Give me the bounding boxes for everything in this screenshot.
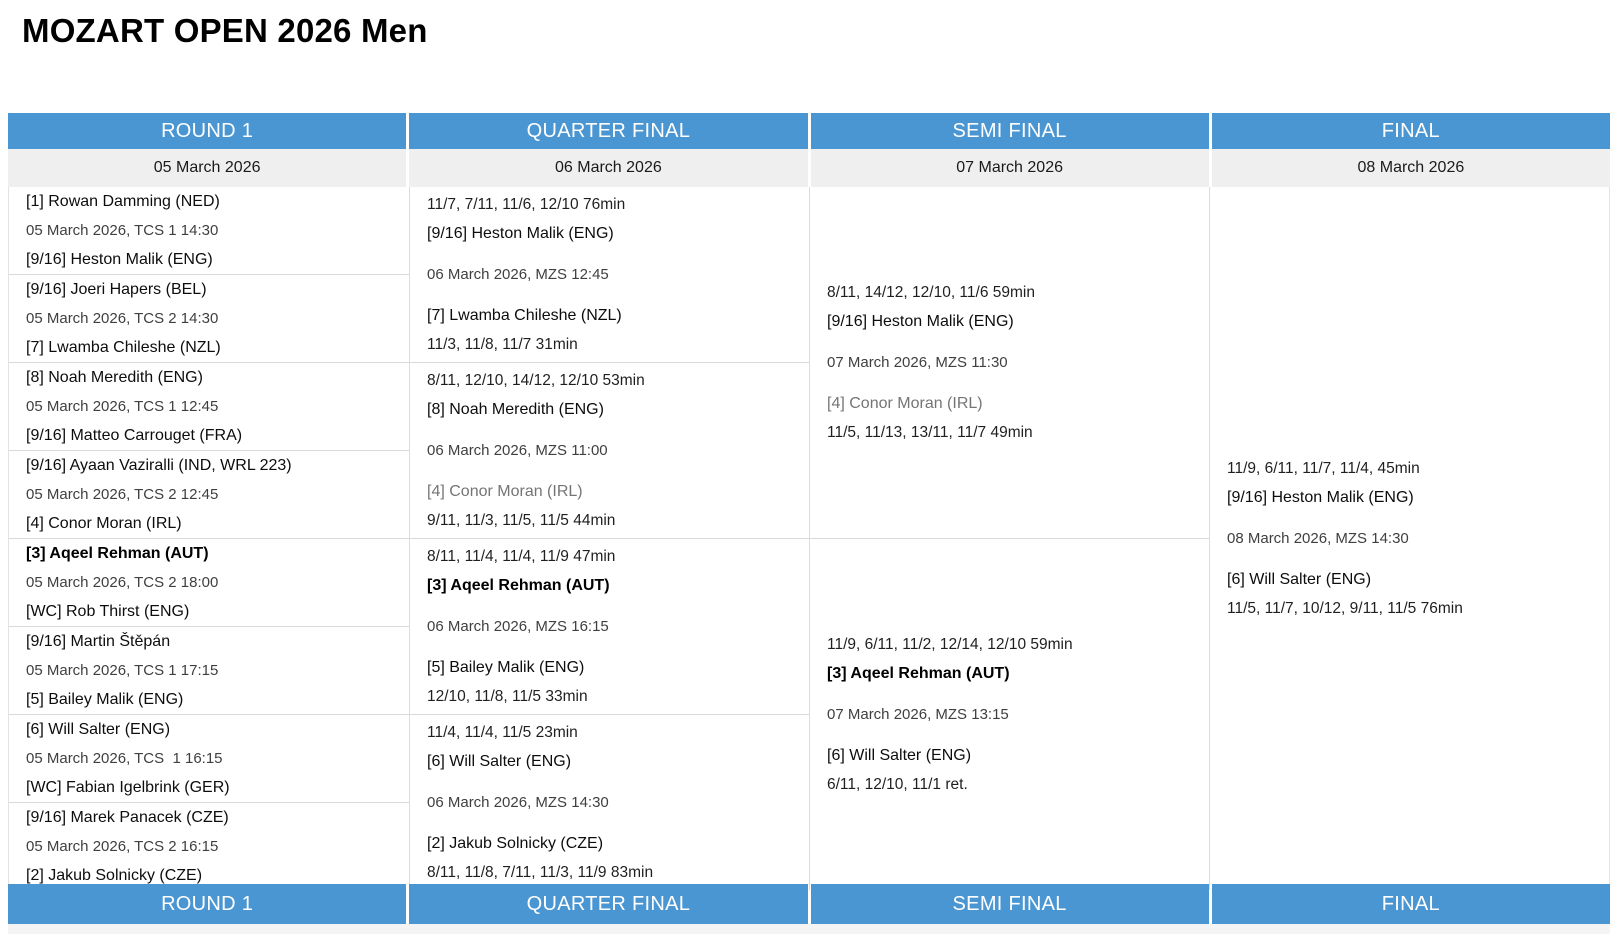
player-name: [6] Will Salter (ENG) — [427, 753, 572, 770]
match-schedule: 05 March 2026, TCS 2 18:00 — [26, 574, 219, 591]
round1-match-4: [9/16] Ayaan Vaziralli (IND, WRL 223) 05… — [9, 450, 409, 538]
match-schedule: 05 March 2026, TCS 2 16:15 — [26, 838, 219, 855]
match-schedule: 05 March 2026, TCS 2 12:45 — [26, 486, 219, 503]
player-name: [8] Noah Meredith (ENG) — [26, 369, 203, 386]
previous-round-score: 11/9, 6/11, 11/7, 11/4, 45min — [1227, 460, 1420, 477]
quarterfinal-match-3: 8/11, 11/4, 11/4, 11/9 47min [3] Aqeel R… — [410, 538, 809, 714]
footer-final: FINAL — [1211, 884, 1610, 924]
player-name: [9/16] Heston Malik (ENG) — [26, 251, 213, 268]
round1-match-8: [9/16] Marek Panacek (CZE) 05 March 2026… — [9, 802, 409, 890]
player-name: [3] Aqeel Rehman (AUT) — [427, 577, 610, 594]
match-schedule: 06 March 2026, MZS 16:15 — [427, 618, 609, 635]
page-title: MOZART OPEN 2026 Men — [22, 12, 428, 49]
header-final: FINAL — [1211, 113, 1610, 149]
round1-match-5: [3] Aqeel Rehman (AUT) 05 March 2026, TC… — [9, 538, 409, 626]
date-round-1: 05 March 2026 — [8, 149, 407, 187]
previous-round-score: 11/7, 7/11, 11/6, 12/10 76min — [427, 196, 626, 213]
player-name: [WC] Fabian Igelbrink (GER) — [26, 779, 230, 796]
column-final: 11/9, 6/11, 11/7, 11/4, 45min [9/16] Hes… — [1209, 187, 1609, 890]
round1-match-1: [1] Rowan Damming (NED) 05 March 2026, T… — [9, 187, 409, 274]
previous-round-score: 12/10, 11/8, 11/5 33min — [427, 688, 588, 705]
header-quarter-final: QUARTER FINAL — [409, 113, 808, 149]
player-name: [4] Conor Moran (IRL) — [827, 395, 983, 412]
player-name: [4] Conor Moran (IRL) — [427, 483, 583, 500]
round1-match-7: [6] Will Salter (ENG) 05 March 2026, TCS… — [9, 714, 409, 802]
tournament-draw-table: ROUND 1 QUARTER FINAL SEMI FINAL FINAL 0… — [8, 113, 1610, 934]
player-name: [9/16] Marek Panacek (CZE) — [26, 809, 229, 826]
column-semi-final: 8/11, 14/12, 12/10, 11/6 59min [9/16] He… — [809, 187, 1209, 890]
previous-round-score: 9/11, 11/3, 11/5, 11/5 44min — [427, 512, 616, 529]
footer-semi-final: SEMI FINAL — [810, 884, 1209, 924]
player-name: [3] Aqeel Rehman (AUT) — [26, 545, 209, 562]
semifinal-match-1: 8/11, 14/12, 12/10, 11/6 59min [9/16] He… — [810, 187, 1209, 538]
previous-round-score: 8/11, 12/10, 14/12, 12/10 53min — [427, 372, 645, 389]
date-semi-final: 07 March 2026 — [810, 149, 1209, 187]
player-name: [9/16] Joeri Hapers (BEL) — [26, 281, 207, 298]
player-name: [2] Jakub Solnicky (CZE) — [26, 867, 203, 884]
player-name: [5] Bailey Malik (ENG) — [427, 659, 585, 676]
previous-round-score: 11/3, 11/8, 11/7 31min — [427, 336, 578, 353]
column-quarter-final: 11/7, 7/11, 11/6, 12/10 76min [9/16] Hes… — [409, 187, 809, 890]
player-name: [4] Conor Moran (IRL) — [26, 515, 182, 532]
player-name: [6] Will Salter (ENG) — [26, 721, 171, 738]
header-semi-final: SEMI FINAL — [810, 113, 1209, 149]
semifinal-match-2: 11/9, 6/11, 11/2, 12/14, 12/10 59min [3]… — [810, 538, 1209, 890]
round1-match-3: [8] Noah Meredith (ENG) 05 March 2026, T… — [9, 362, 409, 450]
draw-body: [1] Rowan Damming (NED) 05 March 2026, T… — [8, 187, 1610, 890]
player-name: [9/16] Heston Malik (ENG) — [427, 225, 614, 242]
player-name: [9/16] Matteo Carrouget (FRA) — [26, 427, 243, 444]
match-schedule: 07 March 2026, MZS 13:15 — [827, 706, 1009, 723]
round-header-row-bottom: ROUND 1 QUARTER FINAL SEMI FINAL FINAL — [8, 884, 1610, 924]
match-schedule: 07 March 2026, MZS 11:30 — [827, 354, 1008, 371]
player-name: [9/16] Martin Štěpán — [26, 633, 171, 650]
previous-round-score: 8/11, 11/8, 7/11, 11/3, 11/9 83min — [427, 864, 654, 881]
previous-round-score: 11/9, 6/11, 11/2, 12/14, 12/10 59min — [827, 636, 1073, 653]
player-name: [2] Jakub Solnicky (CZE) — [427, 835, 604, 852]
round1-match-2: [9/16] Joeri Hapers (BEL) 05 March 2026,… — [9, 274, 409, 362]
quarterfinal-match-4: 11/4, 11/4, 11/5 23min [6] Will Salter (… — [410, 714, 809, 890]
round-date-row: 05 March 2026 06 March 2026 07 March 202… — [8, 149, 1610, 187]
previous-round-score: 8/11, 11/4, 11/4, 11/9 47min — [427, 548, 616, 565]
player-name: [1] Rowan Damming (NED) — [26, 193, 220, 210]
date-final: 08 March 2026 — [1211, 149, 1610, 187]
page-bottom-strip — [8, 924, 1610, 934]
match-schedule: 06 March 2026, MZS 12:45 — [427, 266, 609, 283]
match-schedule: 05 March 2026, TCS 2 14:30 — [26, 310, 219, 327]
match-schedule: 06 March 2026, MZS 14:30 — [427, 794, 609, 811]
previous-round-score: 11/5, 11/13, 13/11, 11/7 49min — [827, 424, 1033, 441]
match-schedule: 05 March 2026, TCS 1 14:30 — [26, 222, 219, 239]
match-schedule: 05 March 2026, TCS 1 17:15 — [26, 662, 219, 679]
player-name: [3] Aqeel Rehman (AUT) — [827, 665, 1010, 682]
round1-match-6: [9/16] Martin Štěpán 05 March 2026, TCS … — [9, 626, 409, 714]
player-name: [7] Lwamba Chileshe (NZL) — [427, 307, 622, 324]
player-name: [6] Will Salter (ENG) — [827, 747, 972, 764]
player-name: [7] Lwamba Chileshe (NZL) — [26, 339, 221, 356]
previous-round-score: 8/11, 14/12, 12/10, 11/6 59min — [827, 284, 1035, 301]
round-header-row-top: ROUND 1 QUARTER FINAL SEMI FINAL FINAL — [8, 113, 1610, 149]
player-name: [9/16] Heston Malik (ENG) — [827, 313, 1014, 330]
player-name: [9/16] Heston Malik (ENG) — [1227, 489, 1414, 506]
previous-round-score: 11/4, 11/4, 11/5 23min — [427, 724, 578, 741]
footer-round-1: ROUND 1 — [8, 884, 407, 924]
quarterfinal-match-1: 11/7, 7/11, 11/6, 12/10 76min [9/16] Hes… — [410, 187, 809, 362]
previous-round-score: 6/11, 12/10, 11/1 ret. — [827, 776, 968, 793]
player-name: [6] Will Salter (ENG) — [1227, 571, 1372, 588]
previous-round-score: 11/5, 11/7, 10/12, 9/11, 11/5 76min — [1227, 600, 1463, 617]
match-schedule: 05 March 2026, TCS 1 12:45 — [26, 398, 219, 415]
final-match: 11/9, 6/11, 11/7, 11/4, 45min [9/16] Hes… — [1210, 187, 1609, 890]
match-schedule: 08 March 2026, MZS 14:30 — [1227, 530, 1409, 547]
quarterfinal-match-2: 8/11, 12/10, 14/12, 12/10 53min [8] Noah… — [410, 362, 809, 538]
player-name: [9/16] Ayaan Vaziralli (IND, WRL 223) — [26, 457, 292, 474]
header-round-1: ROUND 1 — [8, 113, 407, 149]
column-round-1: [1] Rowan Damming (NED) 05 March 2026, T… — [9, 187, 409, 890]
date-quarter-final: 06 March 2026 — [409, 149, 808, 187]
match-schedule: 06 March 2026, MZS 11:00 — [427, 442, 608, 459]
match-schedule: 05 March 2026, TCS 1 16:15 — [26, 750, 223, 767]
player-name: [5] Bailey Malik (ENG) — [26, 691, 184, 708]
player-name: [WC] Rob Thirst (ENG) — [26, 603, 190, 620]
footer-quarter-final: QUARTER FINAL — [409, 884, 808, 924]
player-name: [8] Noah Meredith (ENG) — [427, 401, 604, 418]
